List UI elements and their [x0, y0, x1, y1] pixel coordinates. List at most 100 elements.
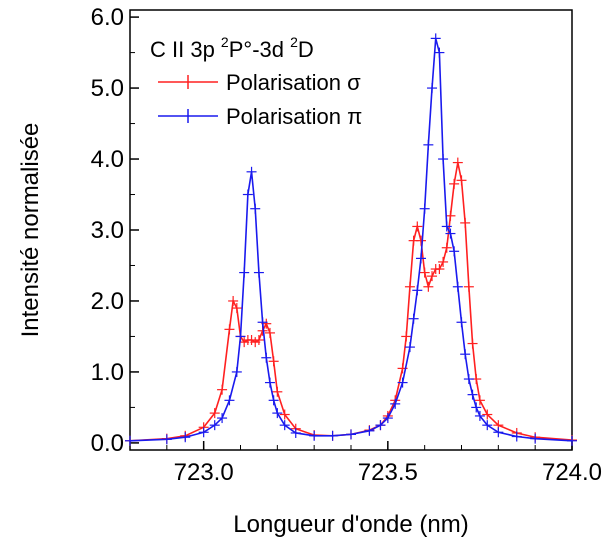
- x-tick-label: 723.5: [358, 459, 418, 486]
- y-axis-title: Intensité normalisée: [17, 123, 44, 338]
- data-point-pi: [261, 352, 272, 363]
- data-point-pi: [253, 267, 264, 278]
- data-point-pi: [404, 342, 415, 353]
- data-point-sigma: [463, 281, 474, 292]
- data-point-pi: [482, 420, 493, 431]
- data-point-pi: [530, 433, 541, 444]
- data-point-pi: [382, 413, 393, 424]
- data-point-sigma: [264, 327, 275, 338]
- y-tick-label: 4.0: [91, 146, 124, 173]
- data-point-pi: [390, 398, 401, 409]
- data-point-sigma: [253, 335, 264, 345]
- x-tick-label: 724.0: [542, 459, 602, 486]
- data-point-pi: [449, 246, 460, 257]
- y-axis: 0.0 1.0 2.0 3.0 4.0 5.0 6.0: [91, 4, 139, 457]
- data-point-pi: [272, 408, 283, 419]
- y-tick-label: 3.0: [91, 217, 124, 244]
- data-point-pi: [239, 267, 250, 278]
- series-line-pi: [129, 38, 573, 442]
- data-point-pi: [250, 203, 261, 214]
- data-point-pi: [419, 203, 430, 214]
- legend-label-sigma: Polarisation σ: [226, 70, 361, 95]
- data-point-pi: [445, 228, 456, 239]
- y-tick-label: 6.0: [91, 4, 124, 31]
- data-point-sigma: [445, 210, 456, 221]
- data-point-pi: [224, 395, 235, 406]
- legend: C II 3p 2P°-3d 2D Polarisation σ Polaris…: [150, 34, 362, 129]
- data-point-pi: [412, 285, 423, 296]
- data-point-pi: [430, 33, 441, 44]
- data-point-sigma: [449, 178, 460, 189]
- data-point-pi: [264, 377, 275, 388]
- data-point-sigma: [434, 264, 445, 275]
- data-point-pi: [423, 139, 434, 150]
- x-axis-title: Longueur d'onde (nm): [233, 511, 468, 538]
- data-point-pi: [235, 331, 246, 342]
- data-point-pi: [290, 427, 301, 438]
- data-point-sigma: [231, 303, 242, 314]
- y-tick-label: 2.0: [91, 288, 124, 315]
- data-point-pi: [375, 420, 386, 431]
- data-point-sigma: [474, 395, 485, 406]
- data-point-sigma: [456, 175, 467, 186]
- data-point-pi: [415, 253, 426, 264]
- data-point-pi: [257, 317, 268, 328]
- data-point-pi: [364, 425, 375, 436]
- data-point-pi: [346, 429, 356, 440]
- data-point-pi: [231, 366, 242, 377]
- data-point-sigma: [224, 324, 235, 335]
- data-point-sigma: [415, 235, 426, 246]
- y-tick-label: 5.0: [91, 75, 124, 102]
- data-point-sigma: [209, 408, 220, 419]
- data-point-pi: [438, 154, 449, 165]
- series-line-sigma: [129, 162, 573, 442]
- data-point-pi: [471, 402, 482, 413]
- data-point-pi: [161, 434, 172, 445]
- data-point-pi: [463, 374, 474, 385]
- data-point-pi: [309, 430, 320, 441]
- data-point-pi: [441, 221, 452, 232]
- data-point-sigma: [272, 386, 283, 397]
- data-point-pi: [327, 430, 338, 441]
- data-point-pi: [427, 83, 438, 94]
- data-point-sigma: [452, 157, 463, 168]
- data-point-pi: [209, 420, 220, 431]
- data-point-sigma: [217, 384, 228, 395]
- data-point-sigma: [412, 221, 423, 232]
- data-point-pi: [279, 420, 290, 431]
- data-point-sigma: [423, 281, 434, 292]
- data-point-pi: [434, 47, 445, 58]
- data-point-sigma: [419, 267, 430, 278]
- data-point-sigma: [441, 242, 452, 253]
- data-point-pi: [180, 432, 191, 443]
- data-point-sigma: [228, 295, 239, 306]
- data-point-sigma: [427, 271, 438, 282]
- data-point-sigma: [404, 281, 415, 292]
- data-point-sigma: [482, 409, 493, 420]
- data-point-pi: [493, 427, 504, 438]
- legend-label-pi: Polarisation π: [226, 104, 362, 129]
- data-point-pi: [456, 317, 467, 328]
- data-point-sigma: [438, 256, 449, 267]
- data-point-sigma: [460, 217, 471, 228]
- data-point-pi: [217, 413, 228, 424]
- data-point-pi: [125, 435, 135, 446]
- data-point-pi: [467, 389, 478, 400]
- data-point-pi: [452, 281, 463, 292]
- data-point-pi: [474, 410, 485, 421]
- data-point-pi: [460, 349, 471, 360]
- data-point-pi: [268, 395, 279, 406]
- series-layer: [125, 33, 577, 446]
- data-point-pi: [511, 431, 522, 442]
- data-point-pi: [397, 377, 408, 388]
- x-tick-label: 723.0: [174, 459, 234, 486]
- data-point-pi: [198, 427, 209, 438]
- data-point-sigma: [268, 356, 279, 367]
- data-point-pi: [408, 313, 419, 324]
- data-point-sigma: [467, 338, 478, 349]
- y-tick-label: 0.0: [91, 430, 124, 457]
- data-point-pi: [567, 435, 577, 446]
- data-point-pi: [242, 189, 253, 200]
- legend-title: C II 3p 2P°-3d 2D: [150, 34, 314, 62]
